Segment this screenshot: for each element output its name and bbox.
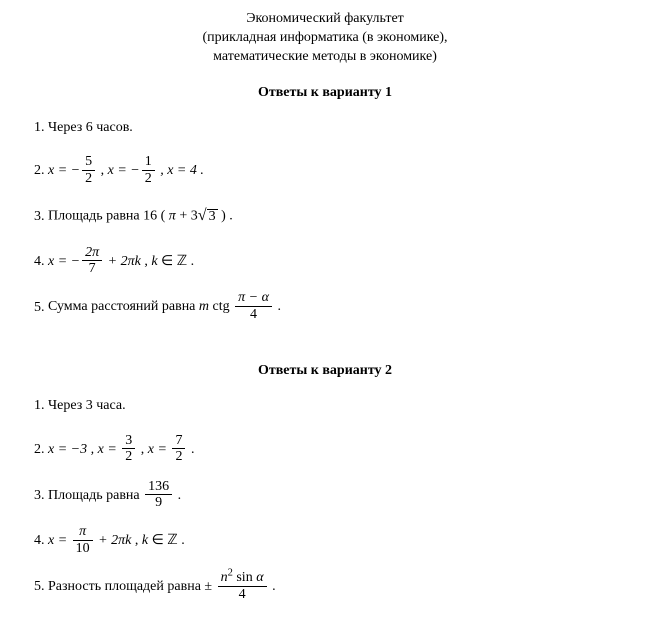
sqrt: √3	[198, 201, 218, 232]
tail: , x = 4 .	[157, 163, 204, 178]
x-eq: x =	[98, 442, 121, 457]
p1: x = −3 ,	[48, 442, 98, 457]
variant1-title: Ответы к варианту 1	[20, 85, 630, 101]
in: ∈	[158, 254, 177, 269]
mid: + 2π	[104, 254, 134, 269]
v1-answer-4: x = −2π7 + 2πk , k ∈ ℤ .	[48, 246, 630, 278]
text: x = −	[48, 163, 80, 178]
mid: + 2π	[95, 533, 125, 548]
numerator: 3	[122, 433, 135, 449]
fraction: 2π7	[82, 245, 102, 277]
pi: π	[169, 209, 176, 224]
v2-answer-5: Разность площадей равна ± n2 sin α4 .	[48, 571, 630, 603]
dot: .	[178, 533, 185, 548]
n: n	[221, 570, 228, 585]
plus3: + 3	[176, 209, 198, 224]
m: m	[199, 300, 209, 315]
numerator: 136	[145, 479, 172, 495]
dot: .	[269, 579, 276, 594]
denominator: 4	[235, 307, 272, 322]
denominator: 10	[73, 541, 93, 556]
numerator: n2 sin α	[218, 570, 267, 586]
sqrt-arg: 3	[207, 209, 218, 225]
set-Z: ℤ	[167, 533, 177, 548]
fraction: π − α4	[235, 290, 272, 322]
x-eq: x = −	[48, 254, 80, 269]
fraction: 1369	[145, 479, 172, 511]
v1-answer-1: Через 6 часов.	[48, 115, 630, 142]
sin: sin	[233, 570, 256, 585]
v2-answer-2: x = −3 , x = 32 , x = 72 .	[48, 434, 630, 466]
header-line-3: математические методы в экономике)	[20, 48, 630, 67]
v2-answer-1: Через 3 часа.	[48, 393, 630, 420]
sep: ,	[131, 533, 142, 548]
ctg: ctg	[209, 300, 233, 315]
x-eq: x =	[48, 533, 71, 548]
pm: ±	[204, 579, 215, 594]
v2-answer-4: x = π10 + 2πk , k ∈ ℤ .	[48, 525, 630, 557]
dot: .	[174, 488, 181, 503]
document-header: Экономический факультет (прикладная инфо…	[20, 10, 630, 67]
sqrt-symbol: √	[198, 201, 207, 232]
denominator: 4	[218, 587, 267, 602]
denominator: 2	[82, 171, 95, 186]
variant1-list: Через 6 часов. x = −52 , x = −12 , x = 4…	[20, 115, 630, 324]
lead: Разность площадей равна	[48, 579, 204, 594]
numerator: π − α	[235, 290, 272, 306]
numerator: 1	[142, 154, 155, 170]
denominator: 2	[172, 449, 185, 464]
v1-answer-2: x = −52 , x = −12 , x = 4 .	[48, 155, 630, 187]
numerator: π	[73, 524, 93, 540]
numerator: 5	[82, 154, 95, 170]
alpha: α	[256, 570, 263, 585]
dot: .	[274, 300, 281, 315]
dot: .	[187, 442, 194, 457]
tail: ) .	[218, 209, 233, 224]
v1-answer-3: Площадь равна 16 ( π + 3√3 ) .	[48, 201, 630, 232]
v1-answer-5: Сумма расстояний равна m ctg π − α4 .	[48, 291, 630, 323]
denominator: 9	[145, 495, 172, 510]
fraction: 52	[82, 154, 95, 186]
sep: ,	[141, 254, 152, 269]
fraction: n2 sin α4	[218, 570, 267, 602]
fraction: 32	[122, 433, 135, 465]
variant2-title: Ответы к варианту 2	[20, 363, 630, 379]
lead: Площадь равна	[48, 488, 143, 503]
lead: Сумма расстояний равна	[48, 300, 199, 315]
set-Z: ℤ	[177, 254, 187, 269]
fraction: 72	[172, 433, 185, 465]
denominator: 7	[82, 261, 102, 276]
sep: ,	[137, 442, 148, 457]
in: ∈	[148, 533, 167, 548]
numerator: 7	[172, 433, 185, 449]
v2-answer-3: Площадь равна 1369 .	[48, 480, 630, 512]
dot: .	[187, 254, 194, 269]
lead: Площадь равна 16 (	[48, 209, 169, 224]
sep: ,	[97, 163, 108, 178]
header-line-1: Экономический факультет	[20, 10, 630, 29]
denominator: 2	[142, 171, 155, 186]
text: x = −	[108, 163, 140, 178]
header-line-2: (прикладная информатика (в экономике),	[20, 29, 630, 48]
numerator: 2π	[82, 245, 102, 261]
fraction: π10	[73, 524, 93, 556]
x-eq2: x =	[148, 442, 171, 457]
fraction: 12	[142, 154, 155, 186]
variant2-list: Через 3 часа. x = −3 , x = 32 , x = 72 .…	[20, 393, 630, 603]
denominator: 2	[122, 449, 135, 464]
